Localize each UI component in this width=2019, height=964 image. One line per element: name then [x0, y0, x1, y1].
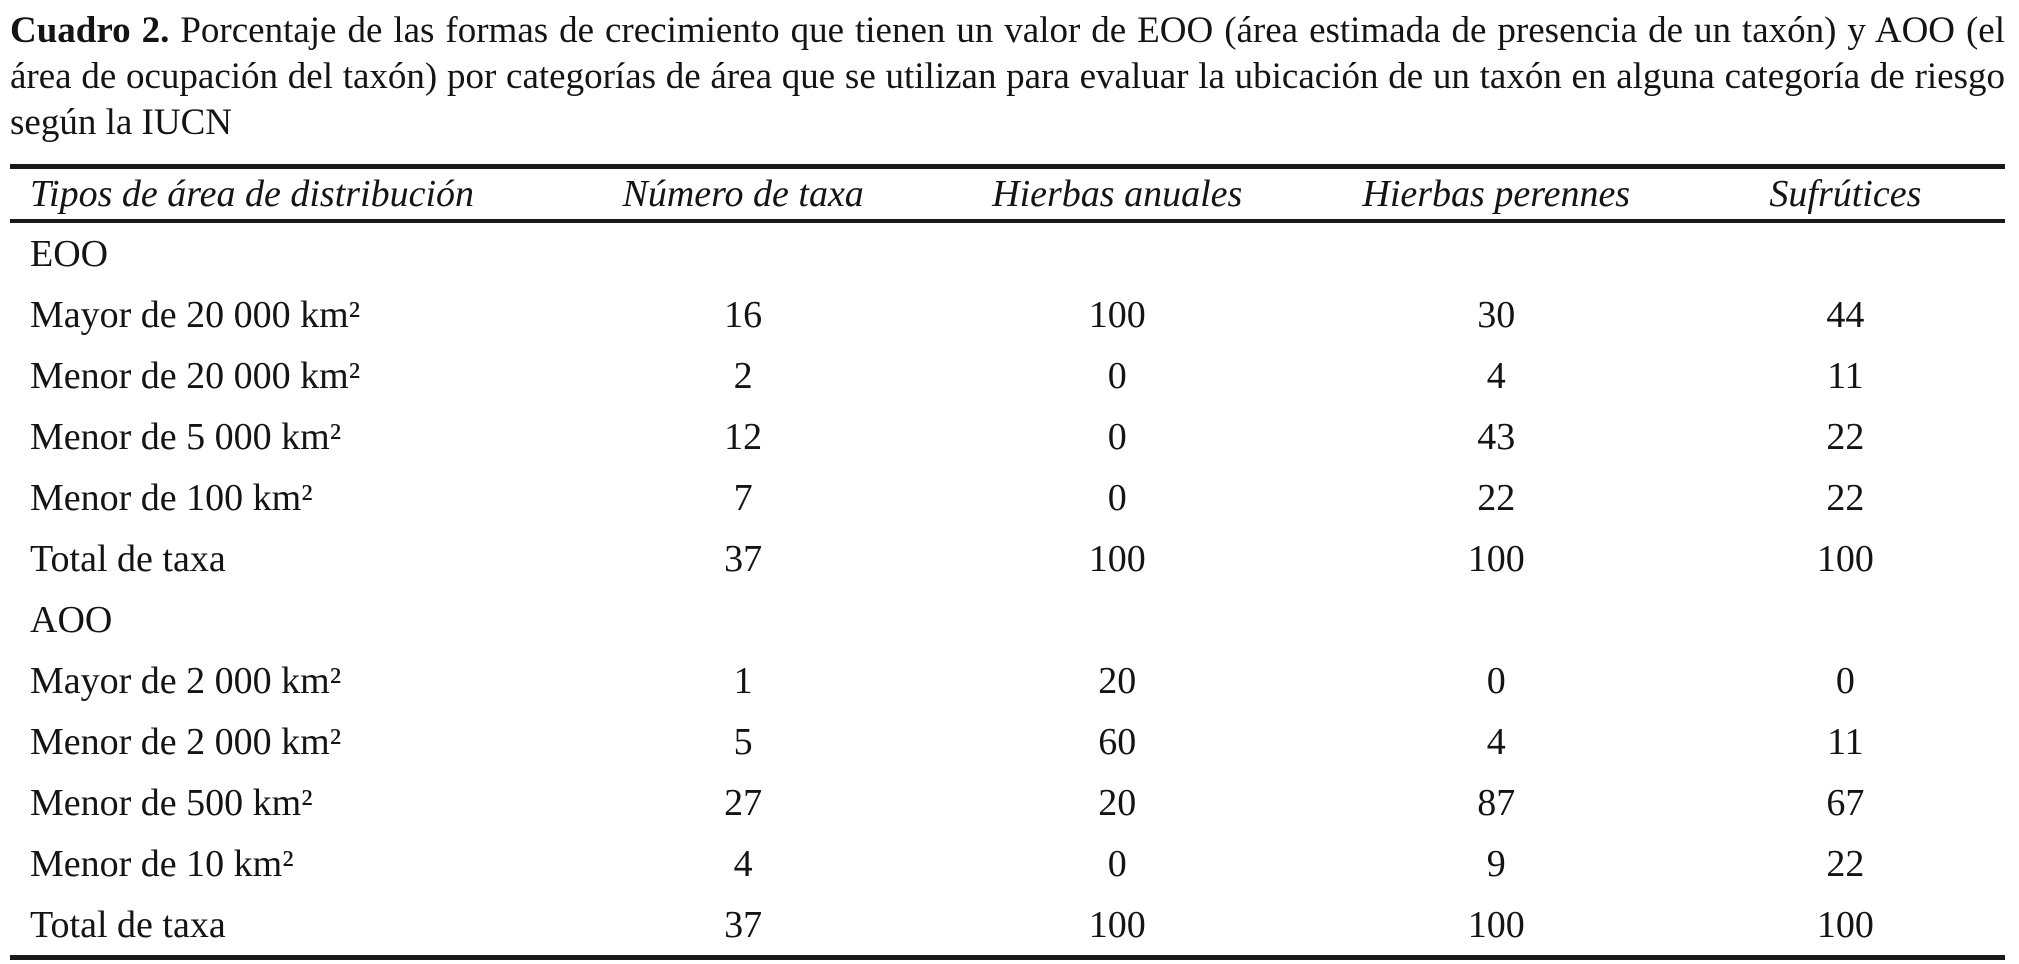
column-header-sufrutices: Sufrútices: [1685, 166, 2005, 223]
cell-value: 4: [1486, 720, 1506, 763]
table-row: Menor de 10 km² 4 0 9 22: [10, 833, 2005, 894]
cell-value: 7: [733, 476, 753, 519]
section-row-aoo: AOO: [10, 589, 2005, 650]
table-row: Mayor de 20 000 km² 16 100 30 44: [10, 284, 2005, 345]
cell-value: 4: [1486, 354, 1506, 397]
row-label: EOO: [30, 232, 109, 275]
header-row: Tipos de área de distribución Número de …: [10, 166, 2005, 223]
cell-value: 4: [733, 842, 753, 885]
cell-value: 0: [1107, 476, 1127, 519]
row-label: Menor de 10 km²: [30, 842, 294, 885]
row-label: Total de taxa: [30, 903, 226, 946]
cell-value: 27: [724, 781, 763, 824]
row-label: Mayor de 2 000 km²: [30, 659, 342, 702]
cell-value: 0: [1835, 659, 1855, 702]
cell-value: 1: [733, 659, 753, 702]
cell-value: 67: [1826, 781, 1865, 824]
cell-value: 44: [1826, 293, 1865, 336]
cell-value: 100: [1467, 903, 1525, 946]
row-label: Menor de 2 000 km²: [30, 720, 342, 763]
cell-value: 60: [1098, 720, 1137, 763]
row-label: Menor de 5 000 km²: [30, 415, 342, 458]
row-label: AOO: [30, 598, 113, 641]
cell-value: [1686, 589, 2005, 650]
cell-value: 0: [1107, 842, 1127, 885]
column-header-numero-taxa: Número de taxa: [558, 166, 928, 223]
row-label: Menor de 500 km²: [30, 781, 313, 824]
table-row: Mayor de 2 000 km² 1 20 0 0: [10, 650, 2005, 711]
cell-value: 9: [1486, 842, 1506, 885]
cell-value: [928, 221, 1307, 284]
cell-value: 22: [1826, 842, 1865, 885]
cell-value: 100: [1816, 537, 1874, 580]
table-row: Menor de 100 km² 7 0 22 22: [10, 467, 2005, 528]
table-row: Menor de 500 km² 27 20 87 67: [10, 772, 2005, 833]
total-row-eoo: Total de taxa 37 100 100 100: [10, 528, 2005, 589]
section-row-eoo: EOO: [10, 221, 2005, 284]
column-header-hierbas-perennes: Hierbas perennes: [1306, 166, 1686, 223]
row-label: Menor de 100 km²: [30, 476, 313, 519]
cell-value: 37: [724, 903, 763, 946]
cell-value: 43: [1477, 415, 1516, 458]
caption-label: Cuadro 2.: [10, 10, 170, 51]
cell-value: 100: [1467, 537, 1525, 580]
cell-value: 100: [1088, 537, 1146, 580]
column-header-tipos: Tipos de área de distribución: [10, 166, 559, 223]
table-row: Menor de 20 000 km² 2 0 4 11: [10, 345, 2005, 406]
cell-value: 2: [733, 354, 753, 397]
row-label: Menor de 20 000 km²: [30, 354, 361, 397]
cell-value: [1307, 221, 1686, 284]
cell-value: 100: [1816, 903, 1874, 946]
cell-value: 11: [1827, 354, 1864, 397]
cell-value: 37: [724, 537, 763, 580]
cell-value: 20: [1098, 659, 1137, 702]
cell-value: 100: [1088, 903, 1146, 946]
cell-value: 100: [1088, 293, 1146, 336]
cell-value: [559, 221, 928, 284]
cell-value: [559, 589, 928, 650]
data-table: Tipos de área de distribución Número de …: [10, 164, 2005, 960]
cell-value: 0: [1107, 415, 1127, 458]
row-label: Total de taxa: [30, 537, 226, 580]
table-row: Menor de 5 000 km² 12 0 43 22: [10, 406, 2005, 467]
cell-value: 0: [1107, 354, 1127, 397]
total-row-aoo: Total de taxa 37 100 100 100: [10, 894, 2005, 958]
cell-value: [928, 589, 1307, 650]
cell-value: 5: [733, 720, 753, 763]
cell-value: [1307, 589, 1686, 650]
cell-value: [1686, 221, 2005, 284]
cell-value: 22: [1826, 415, 1865, 458]
cell-value: 20: [1098, 781, 1137, 824]
cell-value: 16: [724, 293, 763, 336]
column-header-hierbas-anuales: Hierbas anuales: [927, 166, 1307, 223]
cell-value: 22: [1826, 476, 1865, 519]
caption-text: Porcentaje de las formas de crecimiento …: [10, 10, 2005, 143]
table-row: Menor de 2 000 km² 5 60 4 11: [10, 711, 2005, 772]
cell-value: 30: [1477, 293, 1516, 336]
cell-value: 11: [1827, 720, 1864, 763]
table-caption: Cuadro 2. Porcentaje de las formas de cr…: [10, 8, 2005, 146]
cell-value: 22: [1477, 476, 1516, 519]
cell-value: 0: [1486, 659, 1506, 702]
cell-value: 87: [1477, 781, 1516, 824]
cell-value: 12: [724, 415, 763, 458]
row-label: Mayor de 20 000 km²: [30, 293, 361, 336]
